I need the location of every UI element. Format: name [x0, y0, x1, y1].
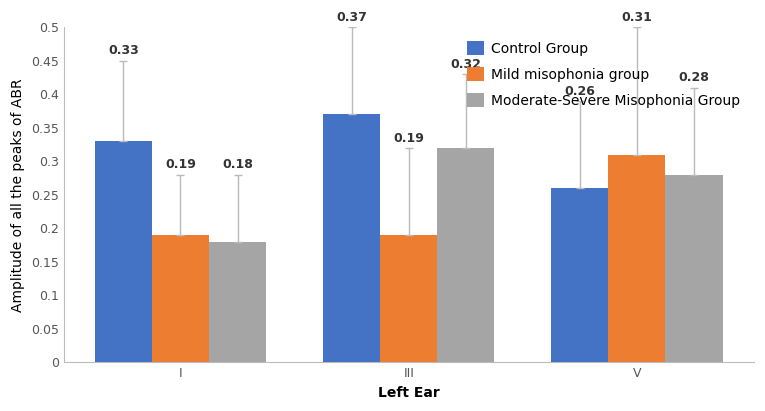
- Text: 0.28: 0.28: [679, 71, 709, 84]
- Text: 0.19: 0.19: [393, 132, 424, 145]
- Text: 0.26: 0.26: [565, 85, 595, 98]
- Legend: Control Group, Mild misophonia group, Moderate-Severe Misophonia Group: Control Group, Mild misophonia group, Mo…: [461, 34, 747, 115]
- Text: 0.18: 0.18: [222, 158, 253, 171]
- Bar: [438, 148, 494, 363]
- Y-axis label: Amplitude of all the peaks of ABR: Amplitude of all the peaks of ABR: [11, 78, 25, 312]
- Text: 0.32: 0.32: [451, 58, 481, 71]
- Text: 0.37: 0.37: [336, 11, 367, 24]
- Text: 0.19: 0.19: [165, 158, 196, 171]
- Bar: [608, 155, 666, 363]
- X-axis label: Left Ear: Left Ear: [378, 386, 440, 400]
- Bar: [323, 114, 380, 363]
- Bar: [209, 242, 266, 363]
- Bar: [95, 141, 152, 363]
- Text: 0.33: 0.33: [108, 44, 138, 58]
- Text: 0.31: 0.31: [621, 11, 653, 24]
- Bar: [380, 235, 438, 363]
- Bar: [152, 235, 209, 363]
- Bar: [666, 175, 722, 363]
- Bar: [552, 188, 608, 363]
